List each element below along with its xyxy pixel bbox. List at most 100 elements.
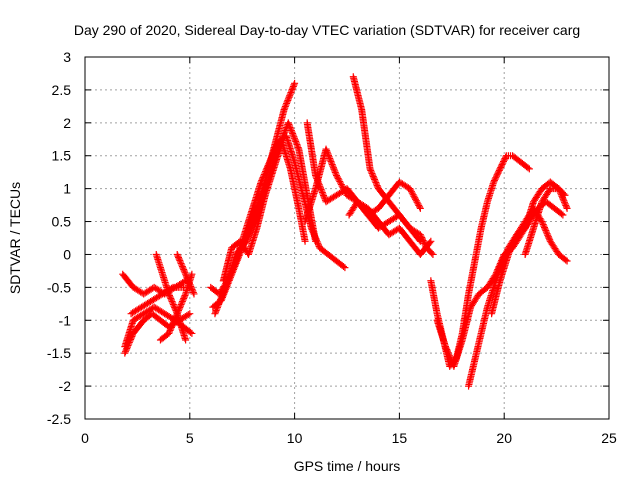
marker-trace: [249, 180, 265, 211]
marker-trace: [471, 331, 485, 362]
axis-ticks: 0 5 10 15 20 25 -2.5 -2 -1.5 -1 -0.5 0 0.5 1 1.5 2 2.5 3: [47, 49, 617, 446]
marker-trace: [283, 134, 298, 165]
x-tick-label: 5: [186, 430, 194, 446]
marker-trace: [302, 186, 319, 224]
marker-trace: [160, 284, 176, 297]
marker-trace: [158, 331, 171, 343]
marker-trace: [450, 338, 466, 369]
marker-trace: [324, 192, 339, 205]
marker-trace: [165, 311, 181, 336]
marker-trace: [396, 212, 413, 231]
y-tick-label: -2: [59, 378, 72, 394]
series-arc-5: [127, 283, 188, 318]
y-tick-label: -1: [59, 312, 72, 328]
marker-trace: [465, 259, 479, 296]
y-tick-label: 1.5: [52, 148, 72, 164]
marker-trace: [323, 147, 340, 178]
marker-trace: [317, 245, 331, 257]
marker-trace: [397, 179, 412, 192]
data-point: [211, 310, 219, 318]
data-point: [427, 237, 435, 245]
grid-lines: [85, 57, 609, 419]
x-tick-label: 15: [392, 430, 408, 446]
marker-trace: [279, 140, 294, 171]
data-point: [173, 250, 181, 258]
data-point: [182, 270, 190, 278]
marker-trace: [539, 186, 553, 204]
marker-trace: [367, 166, 382, 191]
y-tick-label: -1.5: [47, 345, 71, 361]
data-point: [173, 310, 181, 318]
data-point: [406, 185, 414, 193]
marker-trace: [530, 199, 545, 231]
marker-trace: [350, 74, 365, 112]
marker-trace: [130, 318, 147, 336]
marker-trace: [407, 186, 424, 211]
data-point: [190, 290, 198, 298]
marker-trace: [149, 311, 163, 323]
marker-trace: [121, 331, 137, 356]
marker-trace: [504, 152, 514, 160]
data-point: [188, 329, 196, 337]
data-point: [366, 165, 374, 173]
x-tick-label: 25: [601, 430, 617, 446]
series-arc-19: [488, 178, 571, 318]
marker-trace: [333, 173, 350, 198]
marker-trace: [153, 252, 166, 277]
data-markers: [119, 73, 571, 390]
marker-trace: [510, 153, 524, 165]
series-arc-6: [156, 270, 196, 344]
marker-trace: [152, 304, 167, 317]
x-axis-label: GPS time / hours: [294, 458, 401, 474]
marker-trace: [291, 160, 307, 198]
data-point: [538, 218, 546, 226]
marker-trace: [547, 239, 562, 257]
marker-trace: [245, 226, 260, 257]
marker-trace: [182, 272, 197, 296]
marker-trace: [386, 199, 402, 218]
data-point: [429, 250, 437, 258]
data-point: [561, 191, 569, 199]
marker-trace: [253, 180, 271, 217]
marker-trace: [544, 199, 557, 211]
data-point: [563, 257, 571, 265]
data-point: [442, 343, 450, 351]
marker-trace: [131, 311, 146, 323]
marker-trace: [465, 357, 478, 388]
marker-trace: [303, 120, 319, 178]
plot-frame: [84, 56, 610, 420]
data-point: [322, 145, 330, 153]
y-tick-label: 3: [63, 49, 71, 65]
marker-trace: [407, 225, 423, 238]
marker-trace: [478, 305, 491, 336]
series-arc-7: [173, 250, 198, 298]
series-arc-14: [349, 73, 437, 258]
marker-trace: [505, 232, 520, 257]
marker-trace: [295, 206, 309, 244]
data-point: [182, 336, 190, 344]
chart-title: Day 290 of 2020, Sidereal Day-to-day VTE…: [74, 22, 580, 38]
marker-trace: [522, 199, 537, 231]
marker-trace: [490, 265, 503, 290]
marker-trace: [514, 225, 528, 238]
x-tick-label: 20: [496, 430, 512, 446]
series-arc-15: [345, 198, 435, 258]
marker-trace: [262, 166, 277, 198]
marker-trace: [417, 239, 434, 257]
marker-trace: [270, 107, 288, 152]
marker-trace: [220, 245, 235, 283]
marker-trace: [365, 206, 381, 224]
series-arc-11: [219, 139, 309, 285]
marker-trace: [120, 272, 136, 290]
marker-trace: [459, 305, 474, 342]
data-point: [284, 119, 292, 127]
marker-trace: [174, 291, 189, 316]
marker-trace: [497, 252, 512, 283]
marker-trace: [334, 258, 348, 271]
marker-trace: [358, 107, 374, 171]
x-tick-label: 10: [287, 430, 303, 446]
data-point: [563, 204, 571, 212]
y-tick-label: -2.5: [47, 411, 71, 427]
data-point: [504, 250, 512, 258]
